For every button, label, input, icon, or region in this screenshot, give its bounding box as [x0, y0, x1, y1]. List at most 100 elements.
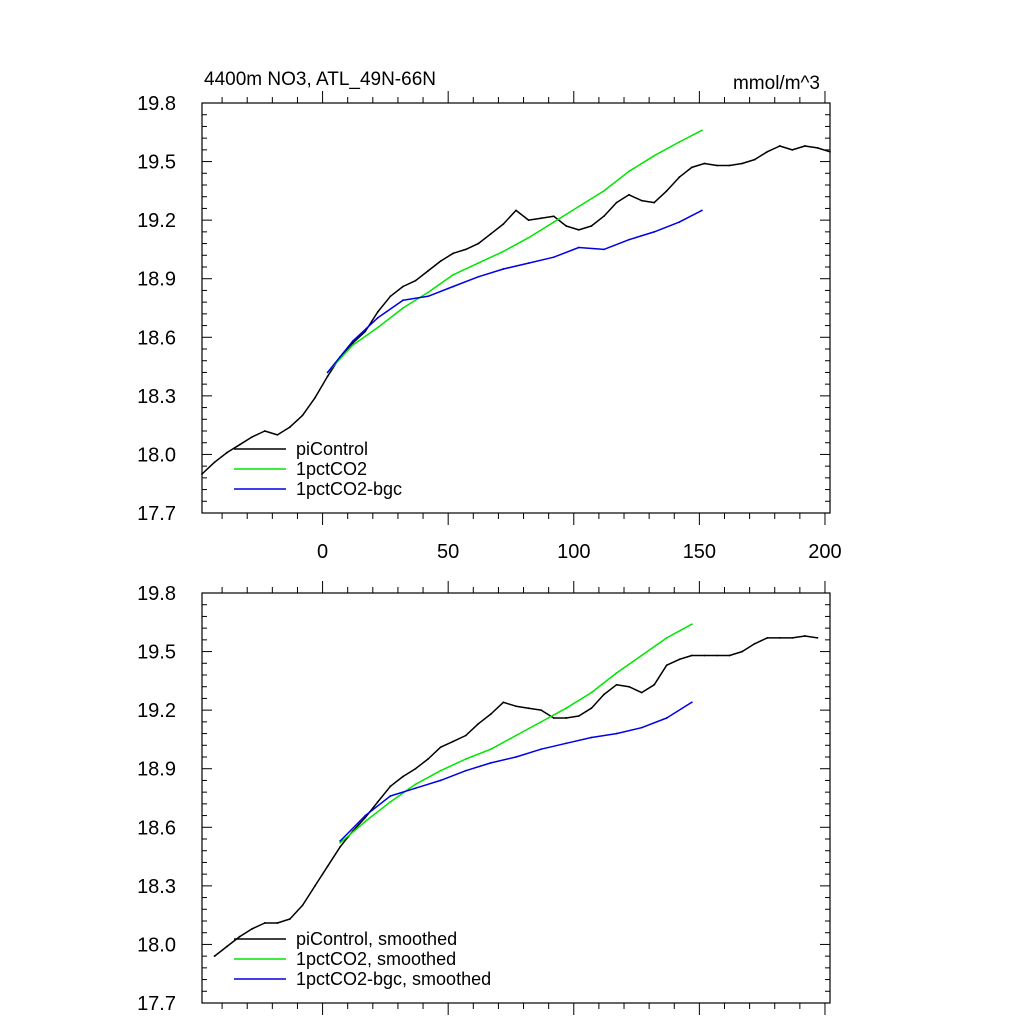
data-point-1pctco2-bgc-smoothed	[565, 742, 568, 745]
data-point-1pctco2-smoothed	[640, 654, 643, 657]
data-point-1pctco2-smoothed	[489, 748, 492, 751]
data-point-1pctco2-smoothed	[665, 637, 668, 639]
data-point-picontrol	[766, 150, 769, 153]
data-point-picontrol-smoothed	[439, 746, 442, 749]
data-point-1pctco2-smoothed	[690, 623, 693, 626]
y-tick-label: 19.5	[137, 152, 176, 174]
data-point-picontrol	[615, 201, 618, 204]
data-point-picontrol-smoothed	[590, 707, 593, 710]
units-label: mmol/m^3	[733, 73, 820, 94]
legend-label: 1pctCO2, smoothed	[296, 949, 456, 969]
y-tick-label: 18.3	[137, 386, 176, 408]
data-point-1pctco2-bgc	[700, 209, 703, 212]
data-point-picontrol	[402, 285, 404, 288]
data-point-picontrol-smoothed	[402, 775, 404, 778]
data-point-1pctco2	[452, 273, 455, 276]
data-point-picontrol-smoothed	[289, 918, 291, 920]
data-point-picontrol	[565, 225, 568, 227]
data-point-1pctco2	[351, 344, 354, 346]
x-tick-label: 100	[557, 541, 590, 563]
series-line-1pctco2	[327, 129, 703, 373]
data-point-1pctco2	[502, 250, 505, 253]
data-point-picontrol-smoothed	[502, 701, 505, 704]
data-point-1pctco2-bgc	[577, 246, 580, 249]
data-point-picontrol	[452, 252, 455, 255]
y-tick-label: 18.0	[137, 444, 176, 466]
series-line-1pctco2-bgc	[327, 209, 703, 373]
x-tick-label: 0	[317, 541, 328, 563]
data-point-picontrol	[690, 166, 693, 169]
data-point-1pctco2-bgc-smoothed	[364, 814, 367, 817]
data-point-picontrol	[251, 435, 254, 438]
data-point-picontrol	[540, 217, 543, 220]
data-point-picontrol-smoothed	[716, 654, 718, 657]
data-point-1pctco2-smoothed	[464, 758, 467, 760]
data-point-picontrol	[289, 426, 291, 428]
data-point-picontrol-smoothed	[766, 637, 769, 639]
data-point-1pctco2-bgc-smoothed	[540, 748, 543, 751]
data-point-picontrol-smoothed	[276, 922, 279, 924]
data-point-1pctco2-bgc	[477, 275, 480, 278]
y-tick-label: 19.8	[137, 93, 176, 115]
data-point-1pctco2-smoothed	[339, 842, 342, 844]
data-point-picontrol	[326, 375, 329, 378]
data-point-1pctco2-smoothed	[615, 672, 618, 674]
data-point-picontrol-smoothed	[690, 654, 693, 657]
data-point-picontrol-smoothed	[263, 922, 266, 924]
data-point-picontrol-smoothed	[238, 935, 241, 938]
data-point-1pctco2-smoothed	[540, 720, 543, 723]
data-point-picontrol	[439, 260, 442, 263]
data-point-picontrol	[753, 158, 756, 161]
chart-panel-2: 17.7 18.0 18.3 18.6 18.9 19.2 19.5 19.8 piContro…	[137, 581, 831, 1015]
data-point-1pctco2	[678, 141, 681, 143]
data-point-picontrol-smoothed	[816, 637, 819, 639]
data-point-1pctco2-bgc	[653, 230, 656, 233]
data-point-picontrol-smoothed	[603, 693, 605, 696]
data-point-1pctco2-bgc-smoothed	[615, 732, 618, 735]
legend-label: 1pctCO2	[296, 459, 367, 479]
data-point-picontrol-smoothed	[527, 707, 530, 710]
chart-panel-1: 17.7 18.0 18.3 18.6 18.9 19.2 19.5 19.8 0 50 100 15…	[137, 69, 842, 563]
data-point-picontrol	[603, 215, 605, 218]
y-tick-label: 18.6	[137, 327, 176, 349]
data-point-picontrol	[653, 201, 656, 204]
data-point-1pctco2-smoothed	[439, 769, 442, 772]
data-point-1pctco2-bgc	[427, 295, 429, 298]
y-tick-label: 18.0	[137, 934, 176, 956]
data-point-picontrol-smoothed	[577, 715, 580, 717]
x-tick-label: 50	[437, 541, 459, 563]
x-tick-label: 150	[683, 541, 716, 563]
data-point-picontrol	[314, 396, 316, 399]
data-point-picontrol-smoothed	[427, 758, 429, 760]
data-point-1pctco2-bgc-smoothed	[339, 840, 342, 842]
data-point-picontrol-smoothed	[628, 685, 630, 688]
y-tick-label: 17.7	[137, 503, 176, 525]
data-point-picontrol-smoothed	[326, 865, 329, 868]
data-point-picontrol-smoothed	[477, 722, 480, 725]
data-point-picontrol-smoothed	[301, 904, 304, 907]
data-point-1pctco2-bgc	[502, 268, 505, 270]
series-line-picontrol-smoothed	[214, 635, 818, 957]
data-point-1pctco2-bgc	[678, 221, 681, 223]
data-point-picontrol	[238, 443, 241, 446]
data-point-picontrol-smoothed	[565, 717, 568, 719]
data-point-picontrol	[477, 242, 480, 245]
data-point-picontrol-smoothed	[452, 740, 455, 743]
legend-label: piControl	[296, 439, 368, 459]
data-point-picontrol-smoothed	[728, 654, 731, 657]
data-point-picontrol	[703, 162, 706, 165]
data-point-picontrol	[376, 311, 379, 313]
y-tick-label: 18.9	[137, 759, 176, 781]
y-tick-label: 18.9	[137, 269, 176, 291]
data-point-picontrol-smoothed	[741, 650, 743, 653]
legend-label: 1pctCO2-bgc, smoothed	[296, 969, 491, 989]
data-point-picontrol	[590, 225, 593, 227]
data-point-picontrol	[464, 248, 467, 251]
data-point-picontrol	[778, 145, 781, 147]
data-point-picontrol-smoothed	[552, 717, 555, 719]
data-point-1pctco2-bgc-smoothed	[665, 717, 668, 719]
data-point-1pctco2-bgc	[527, 262, 530, 264]
y-tick-label: 18.3	[137, 876, 176, 898]
data-point-1pctco2	[427, 291, 429, 294]
data-point-picontrol-smoothed	[414, 767, 417, 770]
